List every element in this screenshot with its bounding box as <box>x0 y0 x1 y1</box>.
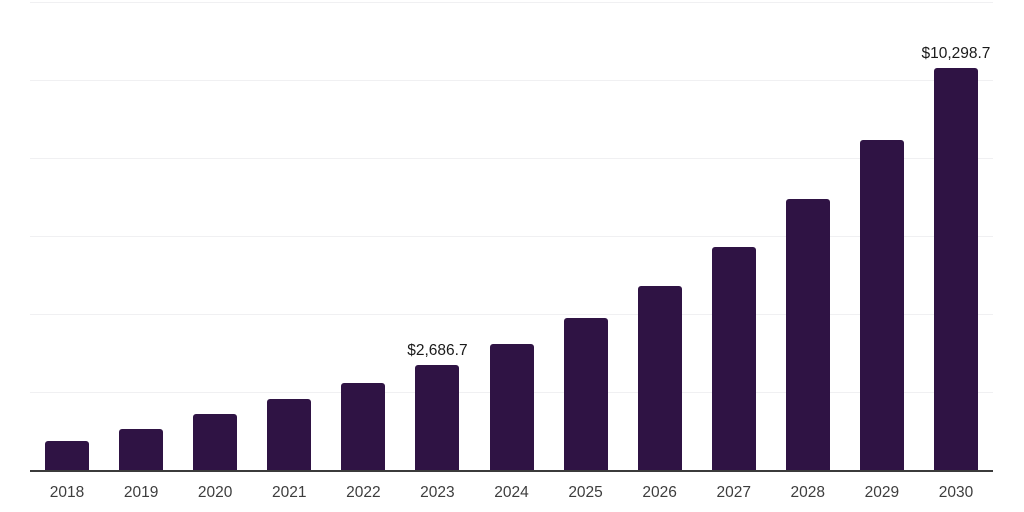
x-tick-label-2029: 2029 <box>864 484 900 501</box>
x-tick-label-2019: 2019 <box>123 484 159 501</box>
x-tick-label-2026: 2026 <box>642 484 677 501</box>
bar-2020 <box>193 414 238 470</box>
bar-value-label-2023: $2,686.7 <box>407 341 468 359</box>
gridline-12000 <box>30 2 993 3</box>
plot-area: $2,686.7 $10,298.7 <box>30 2 993 472</box>
bar-2021 <box>267 399 312 470</box>
x-axis-line <box>30 470 993 472</box>
x-tick-label-2020: 2020 <box>197 484 233 501</box>
x-tick-label-2024: 2024 <box>494 484 529 501</box>
bar-2027 <box>711 247 756 470</box>
bar-2028 <box>785 199 830 470</box>
bar-2024 <box>489 344 534 470</box>
bar-value-label-2030: $10,298.7 <box>921 44 991 62</box>
bar-2026 <box>637 286 682 470</box>
bar-2029 <box>859 140 904 470</box>
x-tick-label-2027: 2027 <box>716 484 751 501</box>
bar-2019 <box>119 429 164 470</box>
bar-2018 <box>45 441 90 470</box>
gridline-8000 <box>30 158 993 159</box>
x-tick-label-2022: 2022 <box>346 484 381 501</box>
bar-2022 <box>341 383 386 470</box>
x-tick-label-2021: 2021 <box>272 484 307 501</box>
x-tick-label-2025: 2025 <box>568 484 603 501</box>
bar-2025 <box>563 318 608 470</box>
gridline-6000 <box>30 236 993 237</box>
x-tick-label-2023: 2023 <box>420 484 455 501</box>
x-tick-label-2030: 2030 <box>938 484 974 501</box>
bar-2023 <box>415 365 460 470</box>
x-tick-label-2018: 2018 <box>49 484 85 501</box>
x-tick-label-2028: 2028 <box>790 484 826 501</box>
gridline-10000 <box>30 80 993 81</box>
bar-2030 <box>933 68 978 470</box>
gridline-4000 <box>30 314 993 315</box>
